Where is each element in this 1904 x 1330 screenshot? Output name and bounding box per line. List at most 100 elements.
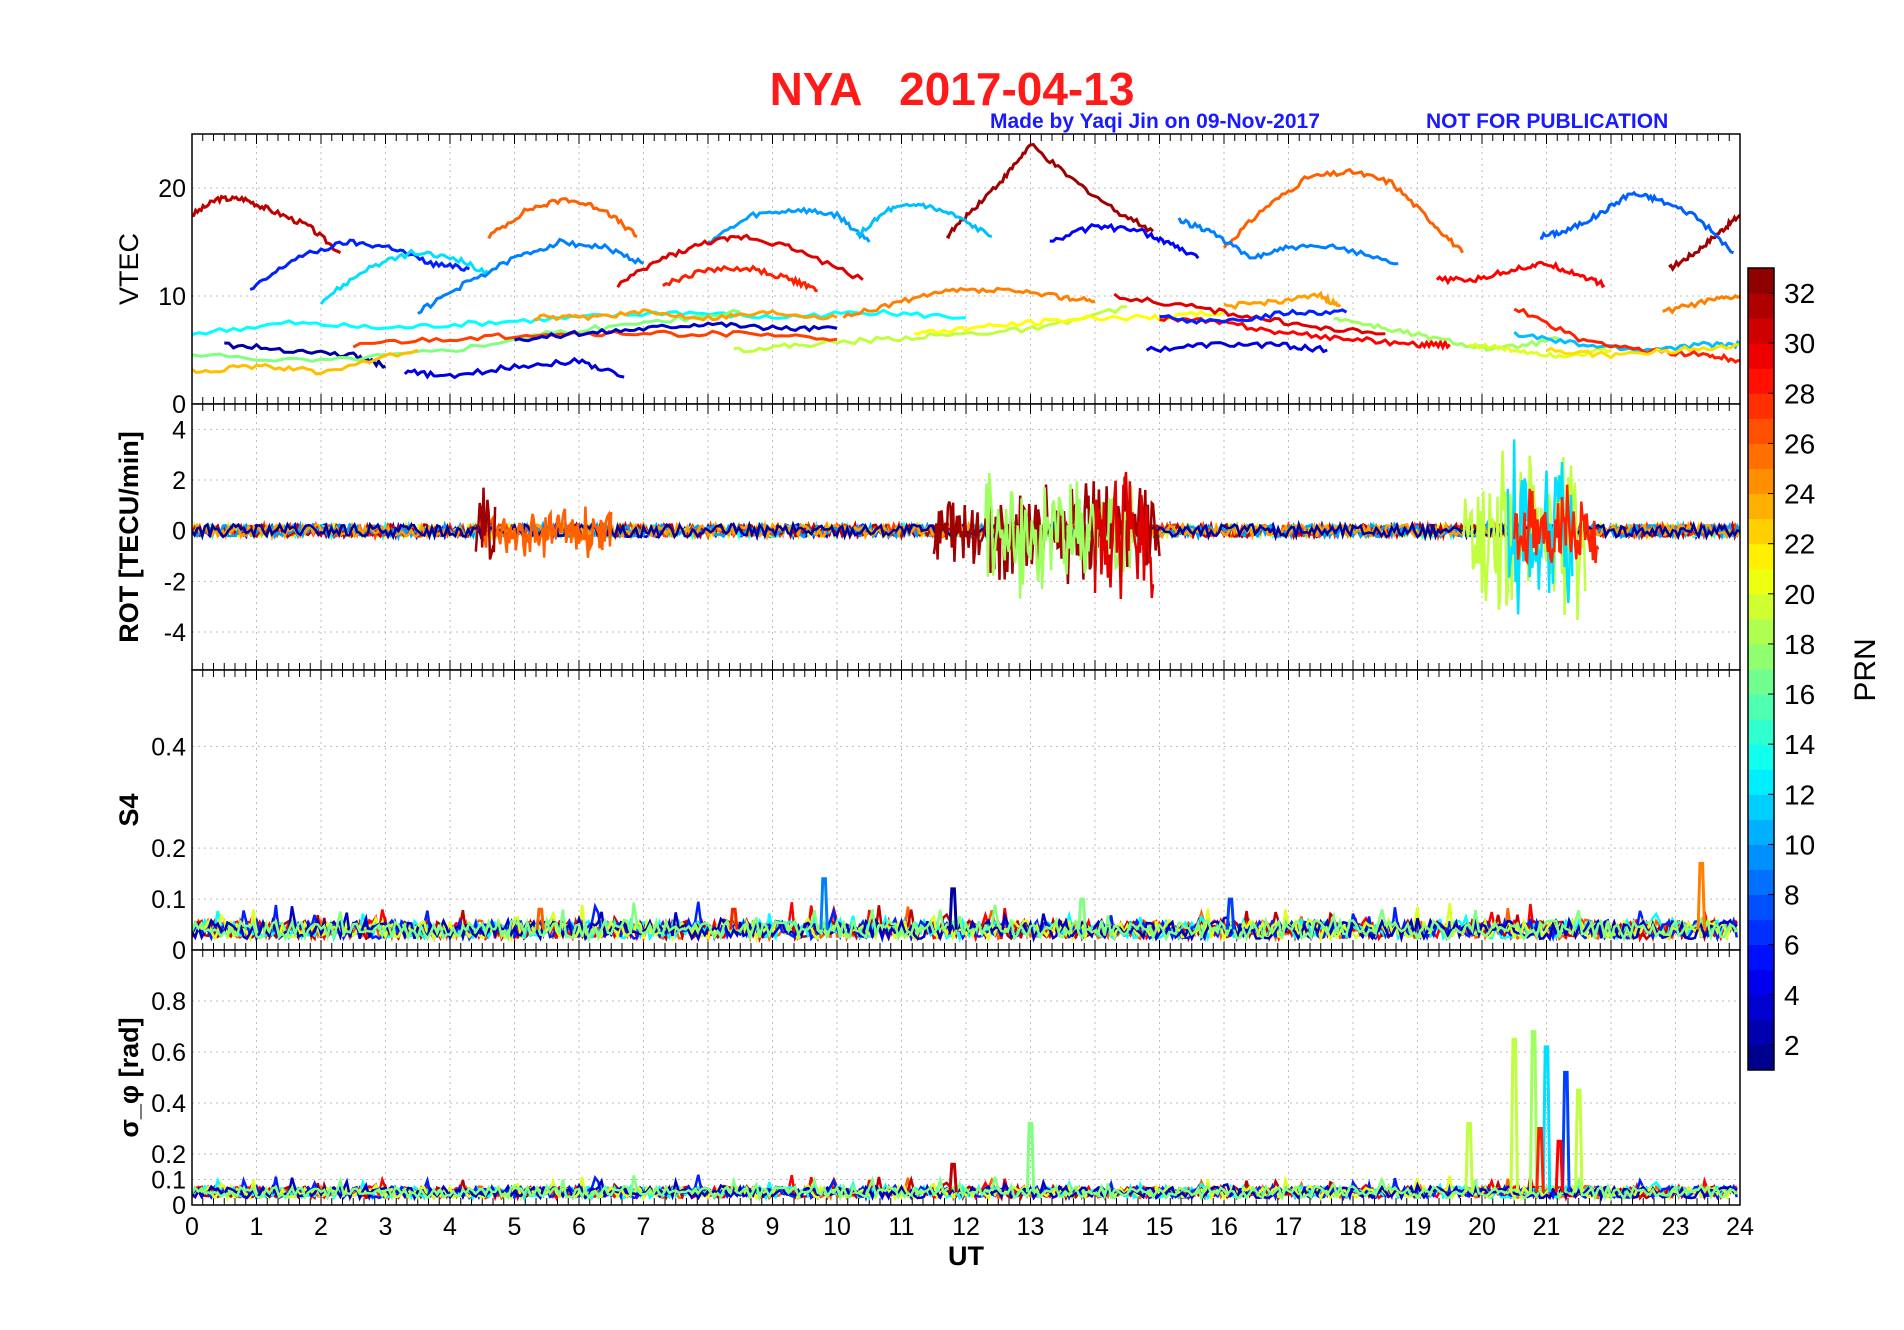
y-tick-label: 0.4 — [151, 1090, 186, 1118]
y-tick-label: 10 — [158, 283, 186, 311]
y-axis-label: S4 — [114, 793, 144, 826]
colorbar-band — [1748, 293, 1774, 319]
x-tick-label: 22 — [1597, 1213, 1625, 1241]
x-tick-label: 24 — [1726, 1213, 1754, 1241]
colorbar-tick-label: 16 — [1784, 679, 1815, 710]
colorbar-band — [1748, 844, 1774, 870]
x-tick-label: 21 — [1533, 1213, 1561, 1241]
x-tick-label: 20 — [1468, 1213, 1496, 1241]
colorbar-frame — [1747, 267, 1775, 1071]
panel-rot: -4 -2 0 2 4 ROT [TECU/min] — [114, 403, 1741, 671]
x-tick-label: 15 — [1146, 1213, 1174, 1241]
x-tick-label: 2 — [314, 1213, 328, 1241]
colorbar-band — [1748, 468, 1774, 495]
colorbar-tick-label: 8 — [1784, 880, 1800, 911]
x-tick-label: 19 — [1404, 1213, 1432, 1241]
y-axis-label: ROT [TECU/min] — [114, 431, 144, 642]
vtec-series-line — [1662, 293, 1740, 315]
colorbar-tick-label: 32 — [1784, 278, 1815, 309]
colorbar-tick-label: 10 — [1784, 829, 1815, 860]
x-tick-label: 10 — [823, 1213, 851, 1241]
y-axis-label: σ_φ [rad] — [114, 1017, 144, 1137]
x-tick-label: 5 — [508, 1213, 522, 1241]
plot-area — [192, 134, 1740, 404]
vtec-series-line — [1545, 343, 1740, 360]
colorbar-band — [1748, 769, 1774, 795]
y-tick-label: 0.2 — [151, 835, 186, 863]
vtec-series-line — [1668, 213, 1740, 272]
colorbar-band — [1748, 518, 1774, 545]
index-spike — [1464, 1121, 1474, 1193]
colorbar-band — [1748, 1019, 1774, 1046]
panel-frame — [191, 949, 1741, 1206]
data-layer — [192, 439, 1740, 621]
x-tick-label: 6 — [572, 1213, 586, 1241]
index-spike — [948, 887, 958, 930]
vtec-series-line — [1333, 317, 1560, 352]
y-tick-label: 0.1 — [151, 886, 186, 914]
y-axis-label: VTEC — [114, 233, 144, 305]
vtec-series-line — [352, 329, 838, 349]
colorbar-band — [1748, 794, 1774, 820]
x-tick-label: 23 — [1662, 1213, 1690, 1241]
x-tick-label: 9 — [766, 1213, 780, 1241]
credit-note: Made by Yaqi Jin on 09-Nov-2017 — [990, 110, 1320, 133]
colorbar-band — [1748, 393, 1774, 419]
rot-burst-line — [474, 487, 497, 560]
vtec-series-line — [616, 233, 864, 288]
vtec-series-line — [842, 286, 1096, 319]
x-tick-label: 11 — [889, 1213, 915, 1241]
vtec-series-line — [533, 308, 838, 322]
colorbar-tick-label: 30 — [1784, 328, 1815, 359]
index-spike — [1561, 1070, 1571, 1193]
vtec-series-line — [192, 308, 741, 363]
x-tick-label: 16 — [1210, 1213, 1238, 1241]
index-spike — [1696, 862, 1706, 930]
vtec-series-line — [1222, 167, 1464, 254]
x-tick-label: 18 — [1339, 1213, 1367, 1241]
vtec-series-line — [945, 142, 1155, 240]
colorbar-band — [1748, 1044, 1774, 1071]
station-name: NYA — [769, 63, 861, 115]
data-layer — [192, 1030, 1738, 1203]
rot-burst-line — [1093, 471, 1155, 600]
y-tick-label: 0.2 — [151, 1141, 186, 1169]
vtec-series-line — [319, 248, 490, 306]
colorbar-tick-label: 14 — [1784, 729, 1815, 760]
vtec-series-line — [1177, 217, 1399, 266]
x-tick-label: 12 — [952, 1213, 980, 1241]
vtec-series-line — [1468, 342, 1612, 359]
index-spike — [1077, 897, 1087, 930]
x-tick-label: 8 — [701, 1213, 715, 1241]
colorbar-band — [1748, 819, 1774, 845]
index-spike — [1574, 1088, 1584, 1193]
index-series-line — [192, 901, 1739, 943]
colorbar-tick-label: 12 — [1784, 779, 1815, 810]
colorbar-band — [1748, 719, 1774, 745]
colorbar-band — [1748, 919, 1774, 946]
y-tick-label: -4 — [164, 619, 186, 647]
rot-burst-line — [481, 503, 613, 558]
colorbar-tick-label: 28 — [1784, 378, 1815, 409]
vtec-series-line — [661, 264, 818, 293]
index-spike — [1541, 1045, 1552, 1193]
colorbar-tick-label: 6 — [1784, 930, 1800, 961]
index-spike — [1554, 1139, 1565, 1193]
x-tick-label: 17 — [1275, 1213, 1303, 1241]
colorbar-tick-label: 2 — [1784, 1030, 1800, 1061]
vtec-series-line — [192, 348, 419, 376]
rot-burst-line — [984, 472, 1135, 599]
y-tick-label: 0.8 — [151, 988, 186, 1016]
vtec-series-line — [192, 194, 342, 255]
vtec-series-line — [1539, 190, 1735, 255]
x-tick-label: 14 — [1081, 1213, 1109, 1241]
index-spike — [729, 907, 739, 930]
publication-notice: NOT FOR PUBLICATION — [1426, 110, 1669, 133]
colorbar-band — [1748, 268, 1774, 294]
index-spike — [1225, 897, 1236, 930]
vtec-series-line — [1435, 260, 1606, 289]
data-layer — [192, 862, 1739, 944]
x-axis-label: UT — [948, 1241, 984, 1271]
